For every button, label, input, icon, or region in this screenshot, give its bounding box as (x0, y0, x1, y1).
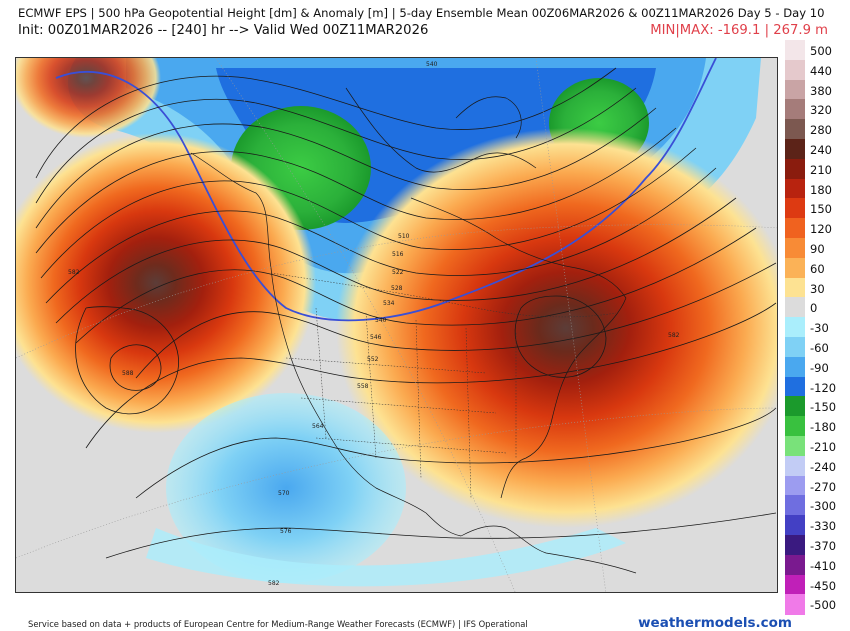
colorbar-swatch (785, 277, 805, 298)
contour-label: 576 (280, 528, 292, 535)
colorbar-label: -90 (810, 360, 829, 375)
nw-pacific-ridge (16, 58, 161, 138)
colorbar-label: 30 (810, 281, 825, 296)
colorbar-swatch (785, 198, 805, 219)
min-max-readout: MIN|MAX: -169.1 | 267.9 m (650, 23, 828, 38)
colorbar-swatch (785, 376, 805, 397)
map-title: ECMWF EPS | 500 hPa Geopotential Height … (18, 6, 825, 20)
colorbar-label: -450 (810, 578, 837, 593)
colorbar-label: 280 (810, 123, 832, 138)
colorbar-label: -410 (810, 558, 837, 573)
contour-label: 516 (392, 251, 404, 258)
colorbar-label: -60 (810, 341, 829, 355)
zero-height-contour (55, 58, 717, 322)
political-borders (270, 272, 617, 499)
colorbar-label: -330 (810, 519, 837, 534)
colorbar-label: 440 (810, 63, 832, 78)
colorbar-swatch (785, 59, 805, 81)
graticule (16, 58, 777, 592)
colorbar-label: -210 (810, 440, 837, 454)
colorbar-label: 500 (810, 44, 832, 58)
colorbar-swatch (785, 337, 805, 358)
colorbar-swatch (785, 396, 805, 417)
contour-label: 582 (68, 269, 80, 276)
contour-label: 540 (375, 317, 387, 324)
coastlines (190, 87, 637, 574)
colorbar-swatch (785, 119, 805, 140)
colorbar-label: 210 (810, 162, 832, 177)
colorbar-label: 180 (810, 182, 832, 197)
colorbar-swatch (785, 356, 805, 378)
colorbar-label: 90 (810, 242, 825, 256)
contour-labels: 582 588 510 516 522 528 534 540 546 552 … (68, 61, 680, 587)
colorbar-label: -120 (810, 380, 837, 395)
colorbar-swatch (785, 594, 805, 615)
brand-logo-text: weathermodels.com (638, 615, 792, 631)
colorbar-label: -370 (810, 539, 837, 553)
colorbar-swatch (785, 238, 805, 259)
colorbar-swatch (785, 218, 805, 239)
colorbar-swatch (785, 178, 805, 199)
colorbar-label: 0 (810, 301, 818, 316)
colorbar-label: 60 (810, 261, 825, 276)
eastern-us-ridge (336, 128, 777, 528)
colorbar-label: -150 (810, 400, 837, 415)
colorbar-label: 150 (810, 202, 832, 217)
contour-label: 588 (122, 370, 134, 377)
contour-label: 534 (383, 300, 395, 307)
contour-label: 546 (370, 334, 382, 341)
contour-label: 552 (367, 356, 379, 363)
colorbar-swatch (785, 416, 805, 437)
colorbar-label: 120 (810, 222, 832, 237)
colorbar-label: -500 (810, 598, 837, 613)
anomaly-map: 582 588 510 516 522 528 534 540 546 552 … (15, 57, 778, 593)
colorbar-label: -180 (810, 420, 837, 435)
colorbar-label: 320 (810, 103, 832, 118)
colorbar-label: 240 (810, 143, 832, 157)
colorbar-label: 380 (810, 83, 832, 98)
init-valid-line: Init: 00Z01MAR2026 -- [240] hr --> Valid… (18, 23, 429, 38)
data-credit: Service based on data + products of Euro… (28, 619, 528, 629)
contour-label: 582 (668, 332, 680, 339)
colorbar-swatch (785, 257, 805, 279)
colorbar-label: -300 (810, 499, 837, 514)
colorbar-swatch (785, 79, 805, 100)
colorbar-swatch (785, 40, 805, 61)
contour-label: 564 (312, 423, 324, 430)
colorbar-swatch (785, 317, 805, 338)
colorbar-swatch (785, 495, 805, 516)
contour-label: 510 (398, 233, 410, 240)
colorbar-swatch (785, 99, 805, 120)
colorbar-swatch (785, 574, 805, 595)
colorbar-swatch (785, 554, 805, 576)
contour-label: 570 (278, 490, 290, 497)
colorbar-swatch (785, 158, 805, 180)
colorbar-label: -270 (810, 479, 837, 494)
contour-label: 558 (357, 383, 369, 390)
height-contours (35, 67, 777, 559)
colorbar-label: -30 (810, 321, 829, 336)
colorbar-swatch (785, 139, 805, 160)
contour-label: 540 (426, 61, 438, 68)
colorbar-label: -240 (810, 459, 837, 474)
colorbar-swatch (785, 455, 805, 477)
colorbar-swatch (785, 535, 805, 556)
contour-label: 522 (392, 269, 404, 276)
colorbar-swatch (785, 515, 805, 536)
contour-label: 528 (391, 285, 403, 292)
colorbar-swatch (785, 297, 805, 318)
contour-label: 582 (268, 580, 280, 587)
colorbar-swatch (785, 436, 805, 457)
colorbar-swatch (785, 475, 805, 496)
subtropical-light-blue (146, 528, 626, 587)
